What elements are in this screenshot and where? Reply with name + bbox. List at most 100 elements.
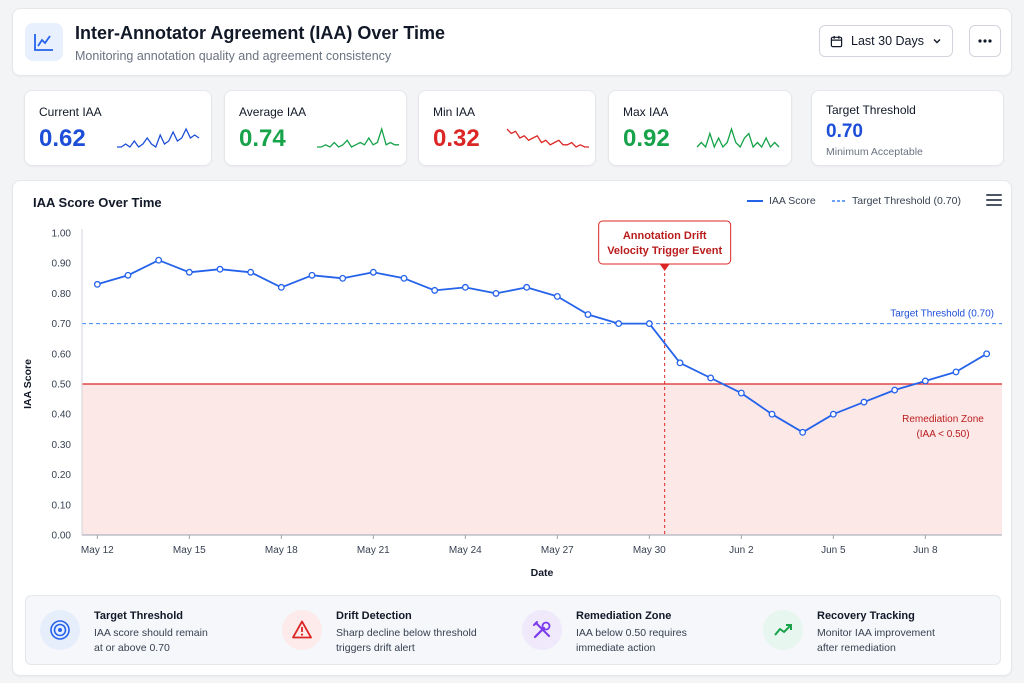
data-point bbox=[983, 350, 991, 358]
info-desc: Sharp decline below threshold triggers dr… bbox=[336, 627, 477, 654]
stat-label: Max IAA bbox=[623, 105, 669, 119]
tools-icon bbox=[522, 610, 562, 650]
data-point bbox=[216, 265, 224, 273]
legend-line-icon bbox=[747, 200, 763, 202]
chart-title: IAA Score Over Time bbox=[33, 195, 162, 210]
sparkline-current bbox=[117, 127, 200, 149]
date-range-button[interactable]: Last 30 Days bbox=[819, 25, 953, 57]
data-point bbox=[952, 368, 960, 376]
more-options-button[interactable] bbox=[969, 25, 1001, 57]
x-tick-label: May 24 bbox=[449, 545, 482, 556]
data-point bbox=[431, 286, 439, 294]
legend-series[interactable]: IAA Score bbox=[747, 195, 816, 207]
legend-threshold-label: Target Threshold (0.70) bbox=[852, 195, 961, 207]
y-tick-label: 0.20 bbox=[52, 470, 72, 481]
series-line bbox=[97, 259, 988, 434]
legend-series-label: IAA Score bbox=[769, 195, 816, 207]
stat-note: Minimum Acceptable bbox=[826, 146, 923, 158]
stat-card-max: Max IAA 0.92 bbox=[608, 90, 792, 166]
info-desc: IAA below 0.50 requires immediate action bbox=[576, 627, 687, 654]
page-title: Inter-Annotator Agreement (IAA) Over Tim… bbox=[75, 23, 446, 43]
info-title: Recovery Tracking bbox=[817, 610, 915, 622]
data-point bbox=[155, 256, 163, 264]
sparkline-path bbox=[506, 128, 589, 148]
y-tick-label: 1.00 bbox=[52, 229, 72, 240]
stat-value: 0.62 bbox=[39, 125, 86, 152]
data-point bbox=[247, 268, 255, 276]
y-tick-label: 0.00 bbox=[52, 531, 72, 542]
data-point bbox=[339, 274, 347, 282]
info-item-drift: Drift Detection Sharp decline below thre… bbox=[282, 608, 512, 656]
zone-label: Remediation Zone bbox=[902, 414, 984, 425]
x-axis-label: Date bbox=[531, 567, 554, 579]
warning-icon bbox=[282, 610, 322, 650]
x-tick-label: Jun 5 bbox=[821, 545, 846, 556]
stat-value: 0.74 bbox=[239, 125, 286, 152]
sparkline-path bbox=[117, 127, 200, 149]
event-label: Velocity Trigger Event bbox=[607, 245, 722, 257]
data-point bbox=[492, 289, 500, 297]
y-tick-label: 0.70 bbox=[52, 319, 72, 330]
data-point bbox=[891, 386, 899, 394]
y-tick-label: 0.10 bbox=[52, 500, 72, 511]
legend-dashed-icon bbox=[832, 200, 846, 202]
threshold-label: Target Threshold (0.70) bbox=[890, 309, 994, 320]
info-item-recovery: Recovery Tracking Monitor IAA improvemen… bbox=[763, 608, 993, 656]
x-tick-label: May 12 bbox=[81, 545, 114, 556]
data-point bbox=[93, 280, 101, 288]
data-point bbox=[369, 268, 377, 276]
sparkline-average bbox=[317, 126, 399, 148]
data-point bbox=[308, 271, 316, 279]
event-marker bbox=[659, 264, 670, 271]
stat-label: Target Threshold bbox=[826, 103, 916, 117]
sparkline-min bbox=[506, 128, 589, 148]
y-tick-label: 0.40 bbox=[52, 410, 72, 421]
x-tick-label: Jun 2 bbox=[729, 545, 754, 556]
data-point bbox=[400, 274, 408, 282]
stat-card-average: Average IAA 0.74 bbox=[224, 90, 407, 166]
data-point bbox=[124, 271, 132, 279]
stat-value: 0.70 bbox=[826, 121, 863, 142]
legend-threshold[interactable]: Target Threshold (0.70) bbox=[832, 195, 961, 207]
data-point bbox=[768, 410, 776, 418]
x-tick-label: May 30 bbox=[633, 545, 666, 556]
event-label: Annotation Drift bbox=[623, 230, 707, 242]
data-point bbox=[676, 359, 684, 367]
target-icon bbox=[40, 610, 80, 650]
stat-card-target: Target Threshold 0.70 Minimum Acceptable bbox=[811, 90, 1004, 166]
data-point bbox=[553, 292, 561, 300]
stat-card-current: Current IAA 0.62 bbox=[24, 90, 212, 166]
info-strip: Target Threshold IAA score should remain… bbox=[25, 595, 1001, 665]
chart-menu-button[interactable] bbox=[986, 194, 1002, 208]
info-item-target: Target Threshold IAA score should remain… bbox=[40, 608, 270, 656]
info-item-remediation: Remediation Zone IAA below 0.50 requires… bbox=[522, 608, 752, 656]
sparkline-path bbox=[317, 126, 399, 148]
iaa-line-chart: 0.00 0.10 0.20 0.30 0.40 0.50 0.60 0.70 0.80 0.90… bbox=[22, 220, 1002, 579]
sparkline-max bbox=[696, 126, 780, 149]
page-header: Inter-Annotator Agreement (IAA) Over Tim… bbox=[12, 8, 1012, 76]
data-point bbox=[707, 374, 715, 382]
calendar-icon bbox=[830, 35, 843, 47]
chart-card: 0.00 0.10 0.20 0.30 0.40 0.50 0.60 0.70 0.80 0.90… bbox=[12, 180, 1012, 676]
x-tick-label: May 18 bbox=[265, 545, 298, 556]
chart-logo-icon bbox=[25, 23, 63, 61]
y-tick-label: 0.50 bbox=[52, 380, 72, 391]
data-point bbox=[615, 320, 623, 328]
date-range-label: Last 30 Days bbox=[851, 34, 924, 48]
y-tick-label: 0.80 bbox=[52, 289, 72, 300]
y-tick-label: 0.60 bbox=[52, 349, 72, 360]
trend-up-icon bbox=[763, 610, 803, 650]
data-point bbox=[584, 311, 592, 318]
data-point bbox=[860, 398, 868, 406]
x-tick-label: May 15 bbox=[173, 545, 206, 556]
info-title: Target Threshold bbox=[94, 610, 184, 622]
stat-card-min: Min IAA 0.32 bbox=[418, 90, 596, 166]
data-point bbox=[277, 283, 285, 291]
stat-value: 0.92 bbox=[623, 125, 670, 152]
stat-label: Min IAA bbox=[433, 105, 476, 119]
more-horizontal-icon bbox=[978, 39, 992, 43]
y-axis-label: IAA Score bbox=[22, 359, 34, 409]
info-title: Drift Detection bbox=[336, 610, 412, 622]
info-desc: IAA score should remain at or above 0.70 bbox=[94, 627, 208, 654]
data-point bbox=[523, 283, 531, 291]
